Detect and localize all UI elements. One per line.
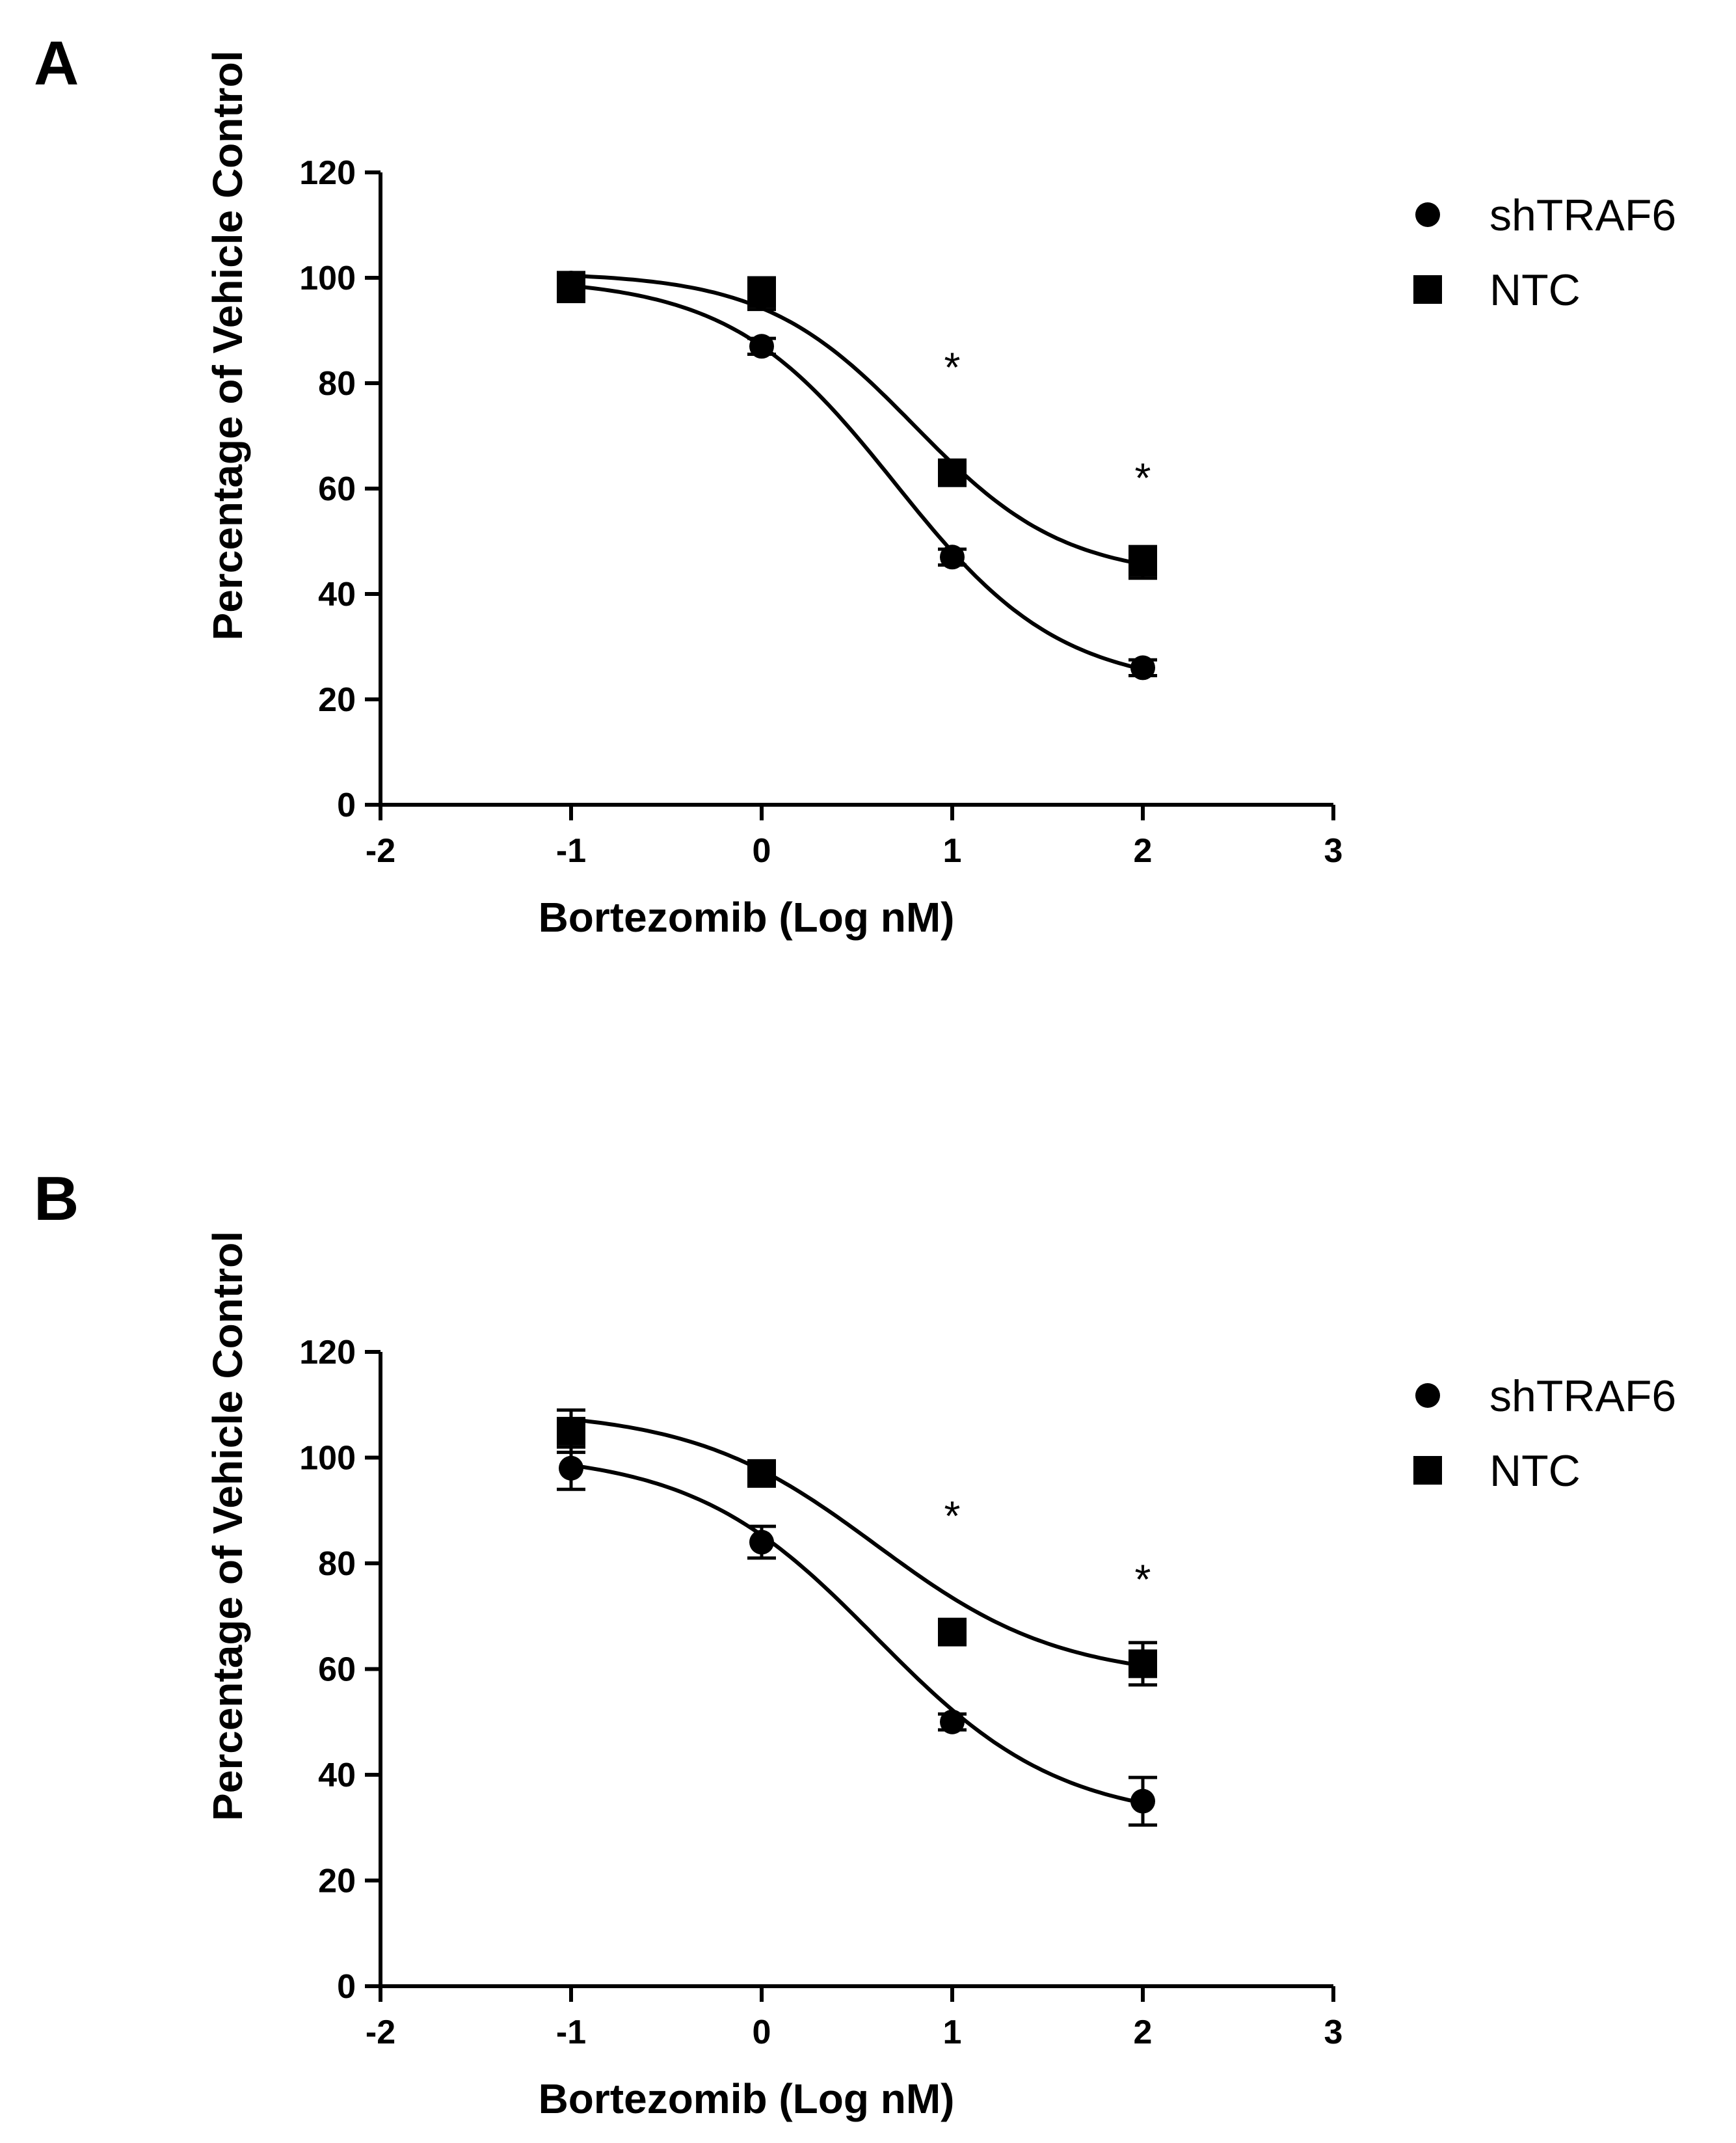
y-axis-title: Percentage of Vehicle Control — [204, 51, 251, 641]
data-point — [1128, 1649, 1157, 1678]
series-ntc — [557, 273, 1157, 580]
panel-label: A — [34, 29, 79, 98]
data-point — [1128, 548, 1157, 577]
data-point — [938, 458, 967, 487]
data-point — [1130, 655, 1155, 681]
fit-curve — [570, 1417, 1143, 1668]
data-point — [557, 274, 585, 303]
legend-marker — [1413, 275, 1442, 304]
legend-label: NTC — [1489, 265, 1581, 315]
data-point — [557, 1416, 585, 1446]
y-tick-label: 80 — [318, 365, 356, 403]
data-point — [749, 1530, 774, 1555]
legend-marker — [1413, 1456, 1442, 1485]
fit-curve — [570, 1463, 1143, 1805]
legend-label: shTRAF6 — [1489, 191, 1676, 240]
chart-panel-b: B 0 20 40 60 80 100 120 -2 -1 0 1 2 3 Bortezomib (Log … — [34, 1164, 1676, 2122]
series-ntc — [557, 1408, 1157, 1687]
series-shtraf6 — [557, 1445, 1157, 1827]
legend-label: NTC — [1489, 1446, 1581, 1496]
fit-curve — [570, 284, 1143, 671]
legend-marker — [1415, 202, 1440, 227]
x-tick-label: 2 — [1134, 2014, 1153, 2051]
y-tick-label: 20 — [318, 681, 356, 719]
chart-panel-a: A 0 20 40 60 80 100 120 -2 -1 0 1 2 3 Bortezomib (Log … — [34, 29, 1676, 941]
x-tick-label: 0 — [753, 2014, 771, 2051]
y-axis-title: Percentage of Vehicle Control — [204, 1231, 251, 1821]
significance-marker: * — [944, 344, 961, 391]
legend-label: shTRAF6 — [1489, 1371, 1676, 1421]
y-tick-label: 80 — [318, 1545, 356, 1583]
y-tick-label: 0 — [337, 787, 356, 824]
data-point — [938, 1617, 967, 1647]
data-point — [559, 1455, 583, 1481]
x-tick-label: 3 — [1324, 2014, 1343, 2051]
x-tick-label: 1 — [943, 832, 962, 870]
significance-marker: * — [1135, 455, 1151, 502]
y-tick-label: 40 — [318, 1757, 356, 1794]
data-point — [940, 545, 965, 570]
x-axis-title: Bortezomib (Log nM) — [539, 894, 955, 941]
y-tick-label: 120 — [299, 154, 356, 192]
series-shtraf6 — [557, 271, 1157, 681]
data-point — [749, 334, 774, 359]
significance-marker: * — [944, 1492, 961, 1539]
x-tick-label: -2 — [366, 2014, 395, 2051]
data-point — [747, 279, 776, 308]
panel-label: B — [34, 1164, 79, 1233]
data-point — [940, 1709, 965, 1734]
x-tick-label: 1 — [943, 2014, 962, 2051]
y-tick-label: 120 — [299, 1334, 356, 1371]
x-tick-label: -1 — [556, 2014, 586, 2051]
fit-curve — [570, 273, 1143, 567]
y-tick-label: 100 — [299, 260, 356, 297]
x-axis-title: Bortezomib (Log nM) — [539, 2075, 955, 2122]
y-tick-label: 40 — [318, 576, 356, 613]
x-tick-label: -1 — [556, 832, 586, 870]
data-point — [1130, 1788, 1155, 1814]
y-tick-label: 20 — [318, 1863, 356, 1900]
y-tick-label: 60 — [318, 1651, 356, 1689]
x-tick-label: -2 — [366, 832, 395, 870]
x-tick-label: 0 — [753, 832, 771, 870]
legend-marker — [1415, 1383, 1440, 1408]
y-tick-label: 60 — [318, 470, 356, 508]
significance-marker: * — [1135, 1556, 1151, 1602]
data-point — [747, 1459, 776, 1488]
y-tick-label: 100 — [299, 1440, 356, 1477]
x-tick-label: 2 — [1134, 832, 1153, 870]
x-tick-label: 3 — [1324, 832, 1343, 870]
y-tick-label: 0 — [337, 1968, 356, 2006]
